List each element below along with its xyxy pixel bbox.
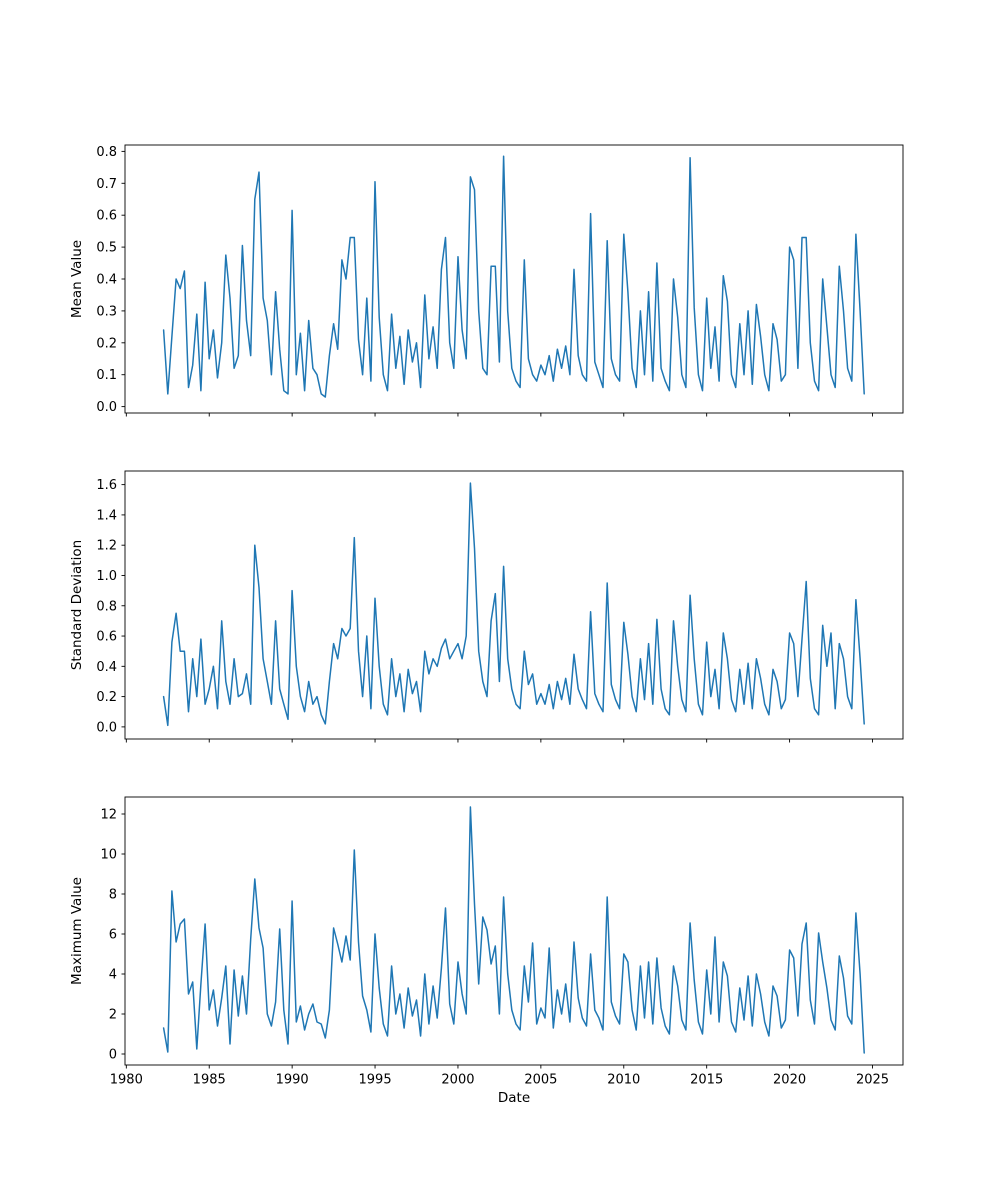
x-tick-label: 2025 [856,1073,889,1088]
y-tick-label: 4 [109,968,117,983]
y-tick-label: 0.2 [96,690,117,705]
y-tick-label: 0.6 [96,209,117,224]
y-tick-label: 1.0 [96,569,117,584]
y-tick-label: 10 [100,848,117,863]
y-tick-label: 0.8 [96,599,117,614]
y-tick-label: 0.3 [96,304,117,319]
y-tick-label: 0.1 [96,368,117,383]
y-tick-label: 0.5 [96,241,117,256]
subplot-mean-value: 0.0 0.1 0.2 0.3 0.4 0.5 0.6 0.7 0.8 Mean Value [69,144,904,417]
standard-deviation-ylabel: Standard Deviation [69,540,85,670]
x-tick-label: 2015 [690,1073,723,1088]
y-tick-label: 1.6 [96,478,117,493]
y-tick-label: 6 [109,928,117,943]
maximum-value-axes-frame [124,796,904,1066]
y-tick-label: 0.8 [96,145,117,160]
standard-deviation-line [162,482,865,727]
standard-deviation-axes-frame [124,470,904,740]
x-tick-label: 2005 [524,1073,557,1088]
x-tick-label: 2020 [773,1073,806,1088]
x-tick-label: 1995 [359,1073,392,1088]
subplot-standard-deviation: 0.0 0.2 0.4 0.6 0.8 1.0 1.2 1.4 1.6 Standard Devi… [69,470,904,743]
y-tick-label: 2 [109,1008,117,1023]
y-tick-label: 8 [109,888,117,903]
y-tick-label: 0.0 [96,720,117,735]
x-tick-label: 1980 [110,1073,143,1088]
subplot-maximum-value: 1980 1985 1990 1995 2000 2005 2010 2015 2020 2025… [69,796,904,1088]
y-tick-label: 0 [109,1048,117,1063]
mean-value-line [162,155,865,398]
x-axis-label: Date [498,1090,530,1106]
x-tick-label: 2010 [607,1073,640,1088]
y-tick-label: 0.4 [96,660,117,675]
y-tick-label: 1.2 [96,539,117,554]
y-tick-label: 12 [100,808,117,823]
y-tick-label: 0.0 [96,400,117,415]
x-tick-label: 1985 [193,1073,226,1088]
y-tick-label: 0.4 [96,273,117,288]
x-tick-label: 2000 [441,1073,474,1088]
y-tick-label: 0.2 [96,336,117,351]
mean-value-ylabel: Mean Value [69,240,85,318]
y-tick-label: 0.7 [96,177,117,192]
y-tick-label: 0.6 [96,630,117,645]
x-tick-label: 1990 [276,1073,309,1088]
maximum-value-ylabel: Maximum Value [69,877,85,985]
maximum-value-line [162,806,865,1054]
y-tick-label: 1.4 [96,508,117,523]
